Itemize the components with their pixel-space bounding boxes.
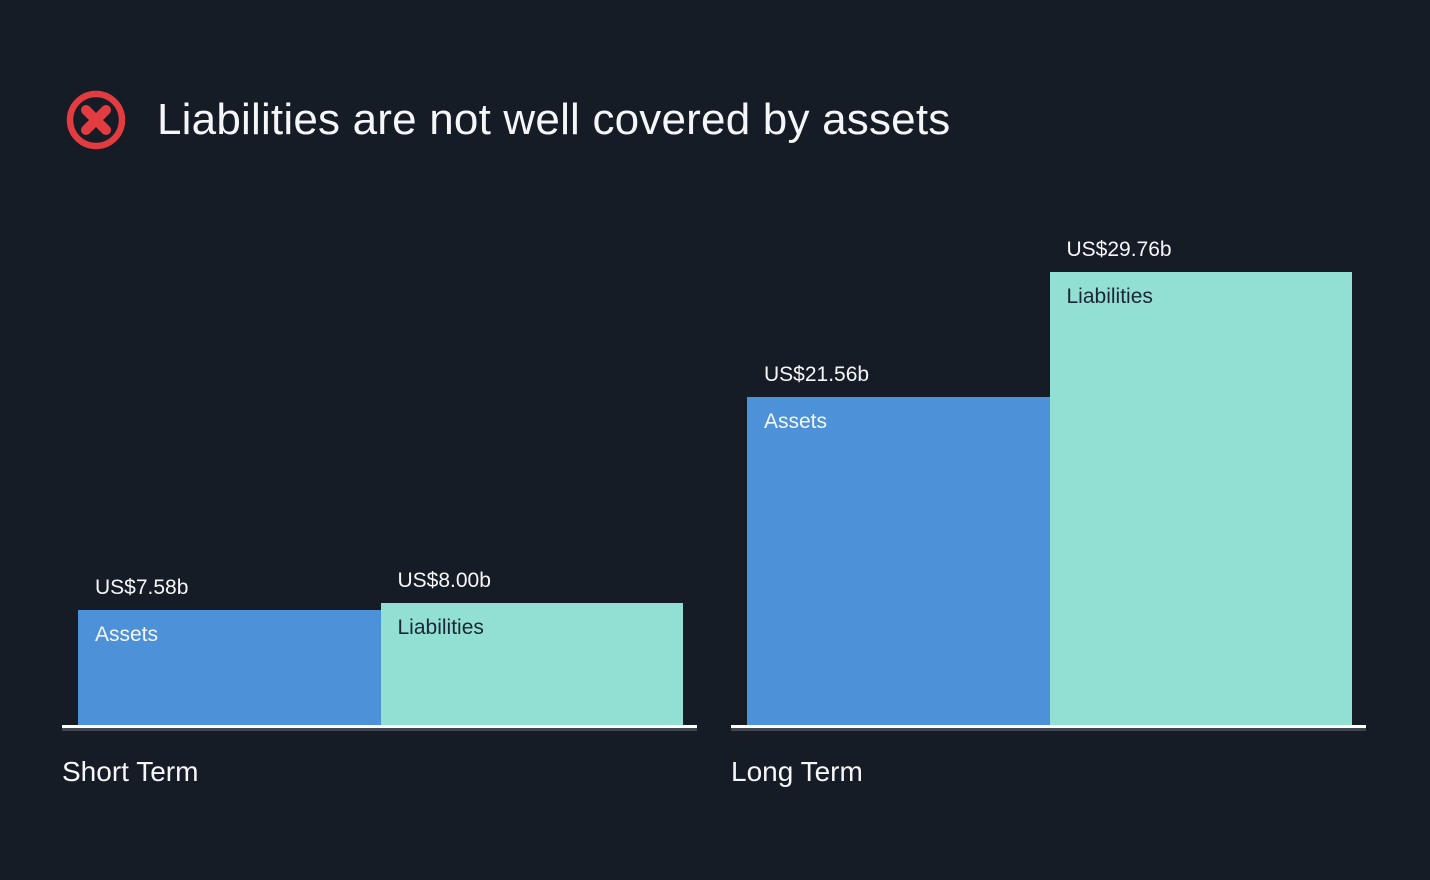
bar-slot-assets: US$21.56b Assets	[747, 362, 1050, 725]
bar-slot-assets: US$7.58b Assets	[78, 575, 381, 725]
chart-group-long-term: US$21.56b Assets US$29.76b Liabilities L…	[731, 237, 1366, 788]
axis-baseline	[731, 725, 1366, 728]
assets-bar: Assets	[747, 397, 1050, 725]
axis-baseline-shadow	[731, 728, 1366, 731]
error-cross-circle-icon	[64, 88, 128, 152]
bar-slot-liabilities: US$29.76b Liabilities	[1049, 237, 1352, 725]
bar-slot-liabilities: US$8.00b Liabilities	[380, 568, 683, 725]
liabilities-bar: Liabilities	[380, 603, 683, 725]
bar-name-label: Liabilities	[1066, 285, 1153, 308]
chart-group-short-term: US$7.58b Assets US$8.00b Liabilities Sho…	[62, 237, 697, 788]
liabilities-bar: Liabilities	[1049, 272, 1352, 725]
page-title: Liabilities are not well covered by asse…	[157, 95, 951, 144]
bars-area: US$7.58b Assets US$8.00b Liabilities	[62, 237, 697, 725]
bar-name-label: Liabilities	[397, 616, 484, 639]
axis-baseline-shadow	[62, 728, 697, 731]
assets-liabilities-chart: US$7.58b Assets US$8.00b Liabilities Sho…	[62, 237, 1366, 788]
group-label-short-term: Short Term	[62, 756, 199, 787]
bar-name-label: Assets	[95, 623, 159, 646]
bar-name-label: Assets	[764, 410, 828, 433]
bars-area: US$21.56b Assets US$29.76b Liabilities	[731, 237, 1366, 725]
bar-value-label: US$29.76b	[1066, 238, 1172, 261]
axis-baseline	[62, 725, 697, 728]
bar-value-label: US$21.56b	[764, 363, 870, 386]
group-label-long-term: Long Term	[731, 756, 863, 787]
chart-header: Liabilities are not well covered by asse…	[64, 88, 950, 152]
bar-value-label: US$8.00b	[397, 569, 491, 592]
bar-value-label: US$7.58b	[95, 576, 189, 599]
assets-bar: Assets	[78, 610, 381, 725]
